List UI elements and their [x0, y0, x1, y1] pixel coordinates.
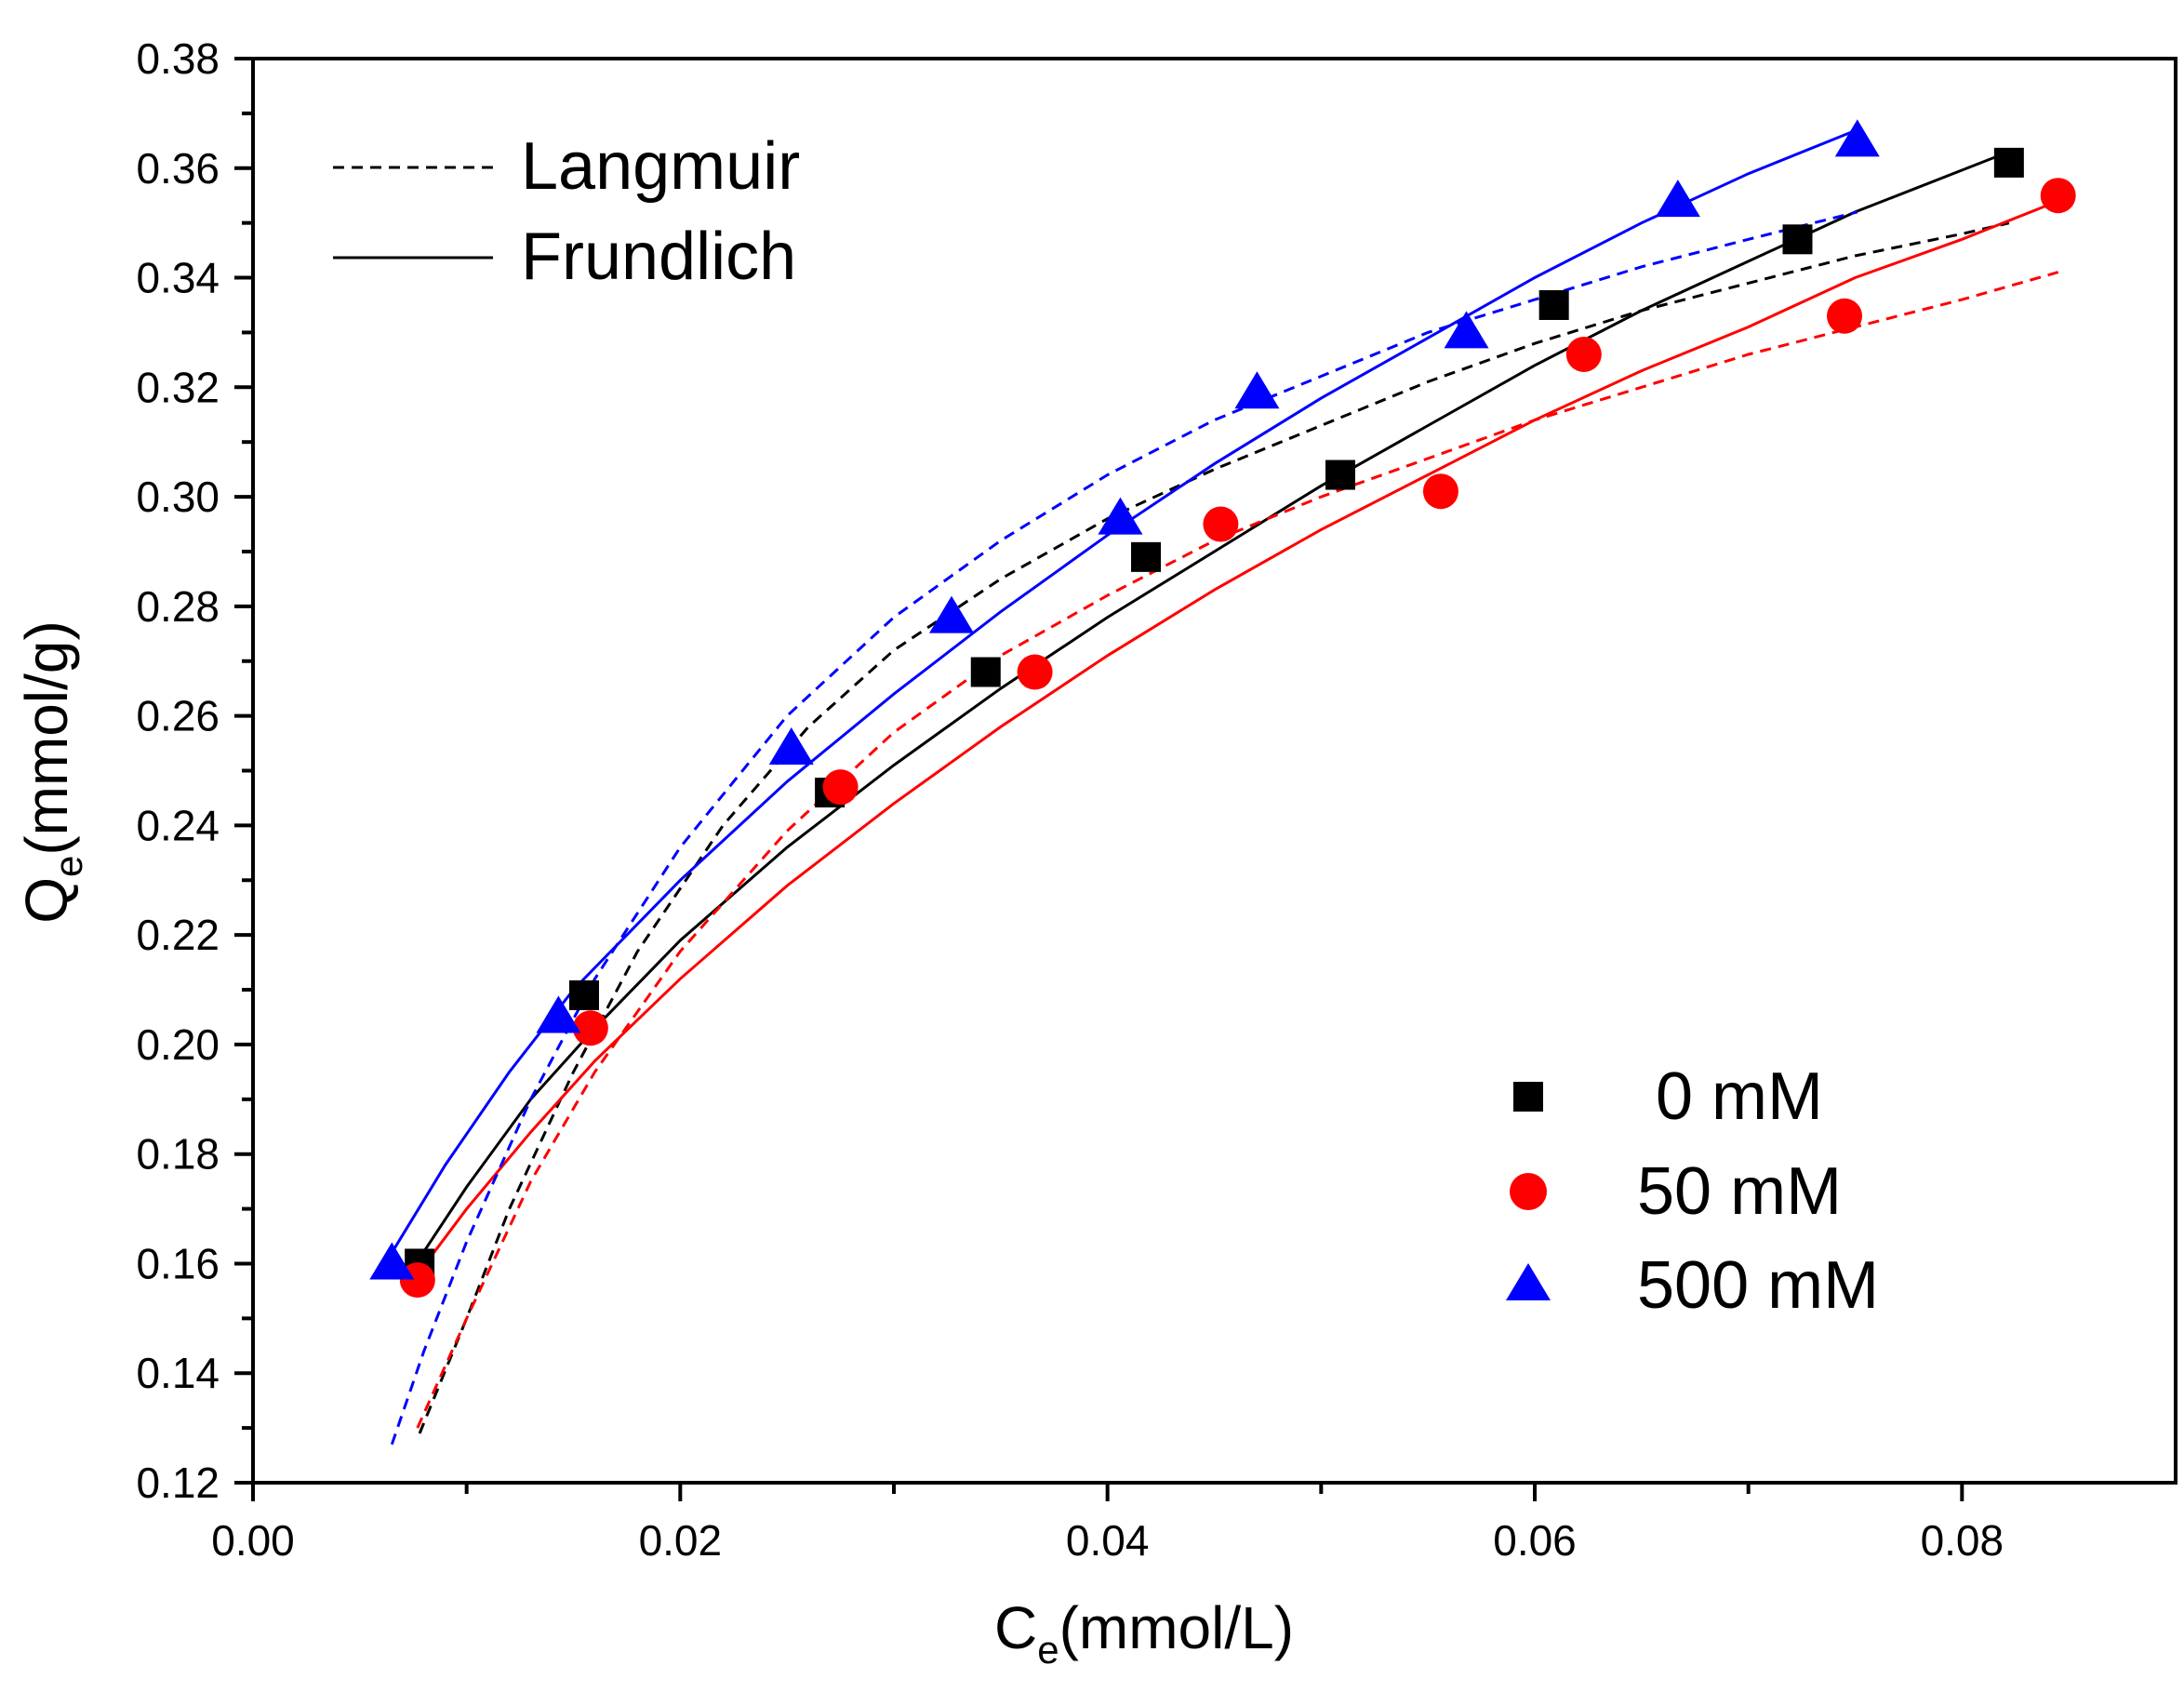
point-0mm [1538, 289, 1569, 320]
freundlich-fit-0mm [418, 150, 2010, 1259]
y-tick-label: 0.12 [136, 1459, 220, 1507]
langmuir-fit-500mm [390, 210, 1858, 1446]
y-tick-label: 0.26 [136, 692, 220, 740]
y-tick-label: 0.34 [136, 254, 220, 302]
x-axis-title: Ce(mmol/L) [994, 1594, 1294, 1672]
y-tick-label: 0.30 [136, 473, 220, 521]
x-tick-label: 0.06 [1493, 1516, 1577, 1565]
freundlich-fit-50mm [416, 199, 2059, 1276]
data-markers [369, 119, 2076, 1299]
freundlich-fit-500mm [391, 128, 1858, 1254]
point-500mm [1098, 497, 1143, 535]
y-tick-label: 0.28 [136, 582, 220, 631]
point-500mm [768, 726, 814, 765]
point-50mm [822, 769, 859, 806]
point-0mm [568, 979, 599, 1010]
y-tick-label: 0.24 [136, 801, 220, 849]
legend-50mm-label: 50 mM [1637, 1154, 1842, 1229]
langmuir-fit-50mm [416, 271, 2059, 1429]
legend-triangle-marker [1506, 1263, 1551, 1300]
y-tick-label: 0.16 [136, 1239, 220, 1287]
point-500mm [536, 995, 581, 1033]
point-500mm [929, 595, 975, 633]
point-50mm [1203, 506, 1239, 542]
point-50mm [1017, 654, 1053, 690]
point-500mm [369, 1242, 415, 1280]
legend-0mm-label: 0 mM [1656, 1059, 1823, 1134]
y-tick-label: 0.20 [136, 1020, 220, 1069]
point-0mm [1782, 224, 1813, 255]
legend-square-marker [1513, 1082, 1543, 1112]
y-tick-label: 0.32 [136, 363, 220, 411]
y-tick-label: 0.14 [136, 1349, 220, 1397]
y-tick-label: 0.18 [136, 1130, 220, 1179]
point-500mm [1834, 119, 1880, 157]
legend-circle-marker [1510, 1173, 1547, 1210]
point-50mm [2040, 178, 2076, 214]
y-tick-label: 0.36 [136, 144, 220, 193]
point-0mm [1131, 541, 1162, 572]
x-tick-label: 0.04 [1066, 1516, 1150, 1565]
point-50mm [1565, 336, 1602, 372]
point-0mm [1993, 147, 2024, 178]
legend-langmuir-label: Langmuir [521, 129, 800, 204]
legend-frundlich-label: Frundlich [521, 220, 796, 294]
point-500mm [1234, 371, 1280, 409]
point-0mm [970, 657, 1001, 687]
axes: 0.00 0.02 0.04 0.06 0.08 0.12 0.14 0.16 0.18 0.20… [136, 34, 2004, 1565]
point-500mm [1655, 180, 1700, 218]
y-axis-title: Qe(mmol/g) [13, 620, 90, 924]
fit-lines [390, 128, 2059, 1446]
x-tick-label: 0.08 [1921, 1516, 2004, 1565]
legend-500mm-label: 500 mM [1637, 1248, 1879, 1323]
x-tick-label: 0.02 [639, 1516, 723, 1565]
y-tick-label: 0.22 [136, 911, 220, 959]
x-tick-label: 0.00 [211, 1516, 295, 1565]
point-50mm [1422, 473, 1458, 510]
point-500mm [1444, 311, 1489, 349]
point-50mm [572, 1010, 608, 1046]
line-style-legend: Langmuir Frundlich [333, 129, 800, 294]
series-legend: 0 mM 50 mM 500 mM [1506, 1059, 1879, 1323]
y-tick-label: 0.38 [136, 34, 220, 83]
point-50mm [1827, 298, 1863, 334]
point-0mm [1325, 460, 1356, 490]
